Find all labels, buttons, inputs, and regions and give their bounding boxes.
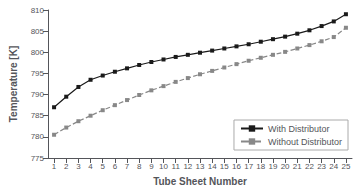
svg-text:24: 24 <box>329 162 338 171</box>
svg-text:Temperature [K]: Temperature [K] <box>8 46 19 123</box>
svg-text:7: 7 <box>125 162 130 171</box>
svg-text:3: 3 <box>76 162 81 171</box>
svg-text:23: 23 <box>317 162 326 171</box>
svg-text:4: 4 <box>88 162 93 171</box>
svg-text:21: 21 <box>293 162 302 171</box>
svg-text:8: 8 <box>137 162 142 171</box>
svg-text:11: 11 <box>172 162 181 171</box>
svg-text:14: 14 <box>208 162 217 171</box>
svg-text:800: 800 <box>31 48 45 57</box>
svg-text:12: 12 <box>183 162 192 171</box>
svg-text:790: 790 <box>31 90 45 99</box>
svg-text:18: 18 <box>256 162 265 171</box>
svg-text:9: 9 <box>149 162 154 171</box>
svg-text:10: 10 <box>159 162 168 171</box>
svg-text:Tube Sheet Number: Tube Sheet Number <box>153 176 247 187</box>
svg-text:22: 22 <box>305 162 314 171</box>
svg-text:795: 795 <box>31 69 45 78</box>
svg-text:810: 810 <box>31 6 45 15</box>
svg-text:5: 5 <box>100 162 105 171</box>
svg-text:775: 775 <box>31 154 45 163</box>
svg-text:780: 780 <box>31 132 45 141</box>
svg-text:805: 805 <box>31 27 45 36</box>
svg-text:19: 19 <box>269 162 278 171</box>
svg-text:17: 17 <box>244 162 253 171</box>
svg-text:6: 6 <box>113 162 118 171</box>
svg-text:Without Distributor: Without Distributor <box>268 137 342 147</box>
svg-text:15: 15 <box>220 162 229 171</box>
svg-text:13: 13 <box>196 162 205 171</box>
svg-text:With Distributor: With Distributor <box>268 124 330 134</box>
svg-text:1: 1 <box>52 162 57 171</box>
svg-text:2: 2 <box>64 162 69 171</box>
svg-text:20: 20 <box>281 162 290 171</box>
svg-text:16: 16 <box>232 162 241 171</box>
svg-text:25: 25 <box>341 162 350 171</box>
svg-text:785: 785 <box>31 111 45 120</box>
